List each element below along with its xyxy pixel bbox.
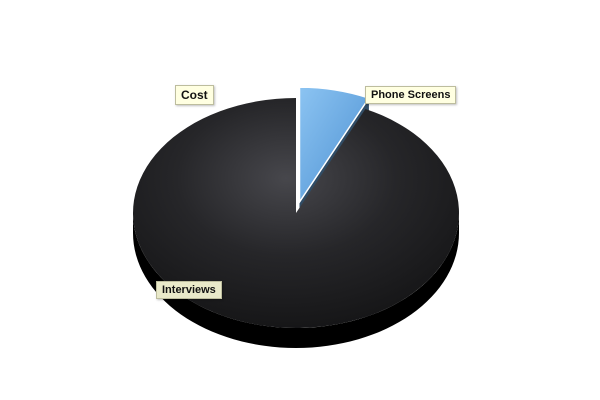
- chart-title: Cost: [175, 85, 214, 105]
- pie-slices: [133, 86, 459, 348]
- slice-label-interviews: Interviews: [156, 281, 222, 299]
- pie-slice-side-interviews: [133, 213, 459, 348]
- slice-label-phone-screens: Phone Screens: [365, 86, 457, 104]
- pie-slice-interviews: [133, 98, 459, 329]
